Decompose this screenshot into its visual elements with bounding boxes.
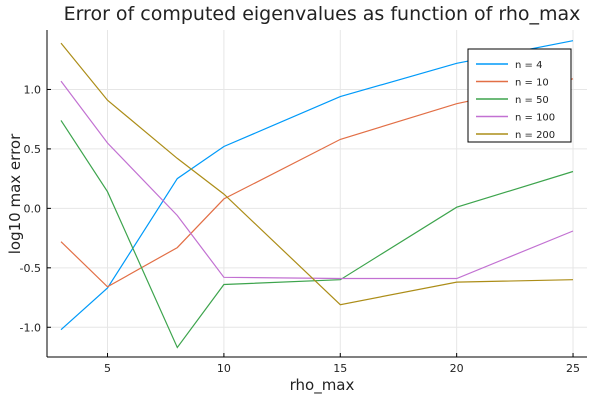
legend-item: n = 50 (476, 95, 549, 106)
series-line-n-200 (60, 42, 574, 306)
y-tick-label: 0.5 (24, 143, 42, 156)
legend-item: n = 4 (476, 60, 542, 71)
series-layer (60, 40, 574, 349)
legend-label: n = 200 (515, 130, 555, 141)
x-tick-label: 25 (566, 362, 580, 375)
y-ticks: -1.0 -0.5 0.0 0.5 1.0 (20, 83, 51, 334)
series-line-n-50 (60, 120, 574, 349)
legend-item: n = 100 (476, 113, 555, 124)
axes (46, 30, 587, 358)
x-tick-label: 10 (217, 362, 231, 375)
legend-label: n = 50 (515, 95, 549, 106)
y-tick-label: -1.0 (20, 321, 41, 334)
legend-item: n = 10 (476, 78, 549, 89)
legend-label: n = 10 (515, 78, 549, 89)
chart-title: Error of computed eigenvalues as functio… (64, 3, 581, 25)
series-line-n-10 (60, 78, 574, 288)
x-tick-label: 15 (333, 362, 347, 375)
legend-label: n = 100 (515, 113, 555, 124)
x-ticks: 5 10 15 20 25 (104, 353, 580, 375)
series-line-n-4 (60, 40, 574, 331)
legend-label: n = 4 (515, 60, 542, 71)
legend-item: n = 200 (476, 130, 555, 141)
x-tick-label: 5 (104, 362, 111, 375)
legend: n = 4 n = 10 n = 50 n = 100 n = 200 (467, 48, 572, 143)
y-axis-label: log10 max error (6, 133, 24, 254)
y-tick-label: 1.0 (24, 83, 42, 96)
series-line-n-100 (60, 80, 574, 280)
y-tick-label: 0.0 (24, 202, 42, 215)
y-tick-label: -0.5 (20, 262, 41, 275)
x-axis-label: rho_max (290, 376, 355, 395)
x-tick-label: 20 (450, 362, 464, 375)
